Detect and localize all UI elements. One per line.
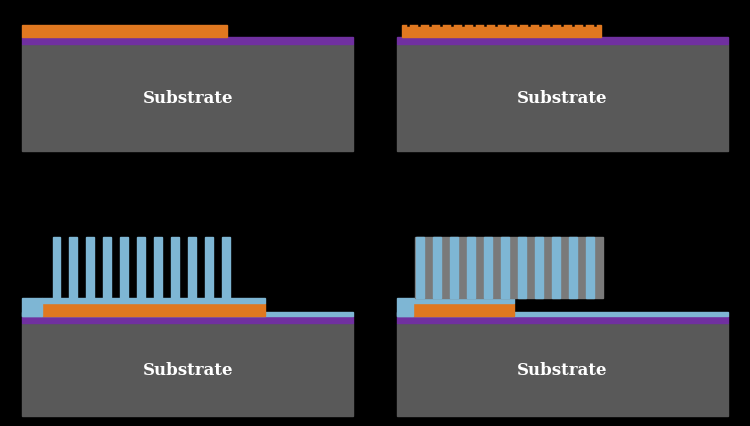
Bar [154, 237, 162, 299]
Bar [188, 237, 196, 299]
Bar [22, 45, 353, 152]
Text: Substrate: Substrate [517, 90, 608, 107]
Bar [433, 237, 441, 299]
Bar [222, 237, 230, 299]
Bar [415, 237, 603, 299]
Bar [22, 26, 227, 37]
Bar [586, 237, 594, 299]
Bar [484, 237, 492, 299]
Bar [120, 237, 128, 299]
Bar [397, 299, 412, 317]
Bar [70, 237, 77, 299]
Bar [397, 37, 728, 45]
Bar [86, 237, 94, 299]
Bar [397, 312, 728, 317]
Bar [467, 237, 476, 299]
Bar [413, 299, 514, 303]
Bar [568, 237, 577, 299]
Bar [535, 237, 543, 299]
Text: Substrate: Substrate [142, 361, 233, 378]
Bar [518, 237, 526, 299]
Bar [42, 299, 265, 303]
Bar [22, 37, 353, 45]
Bar [171, 237, 179, 299]
Bar [402, 26, 601, 37]
Bar [397, 317, 728, 323]
Bar [22, 323, 353, 416]
Bar [450, 237, 458, 299]
Bar [397, 45, 728, 152]
Bar [42, 303, 265, 317]
Bar [53, 237, 61, 299]
Bar [22, 317, 353, 323]
Bar [22, 312, 353, 317]
Bar [416, 237, 424, 299]
Bar [22, 299, 42, 317]
Bar [552, 237, 560, 299]
Bar [104, 237, 111, 299]
Text: Substrate: Substrate [142, 90, 233, 107]
Bar [205, 237, 213, 299]
Bar [397, 323, 728, 416]
Bar [413, 303, 514, 317]
Bar [137, 237, 146, 299]
Bar [501, 237, 509, 299]
Text: Substrate: Substrate [517, 361, 608, 378]
